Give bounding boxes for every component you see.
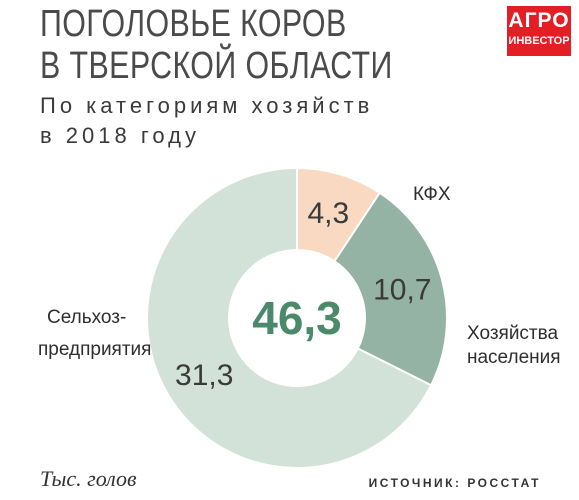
chart-subtitle-line-2: в 2018 году [40,123,200,148]
donut-slice-2 [146,166,433,469]
donut-slice-1 [333,191,448,387]
label-kfh: КФХ [413,184,451,205]
label-agri-line-2: предприятия [38,339,152,360]
logo-line-1: АГРО [508,9,570,32]
donut-value-label-2: 31,3 [175,359,233,392]
agroinvestor-logo: АГРО ИНВЕСТОР [507,6,571,56]
chart-title-line-1: ПОГОЛОВЬЕ КОРОВ [40,3,347,45]
label-households-line-1: Хозяйства [467,323,559,344]
source-note: ИСТОЧНИК: РОССТАТ [368,476,541,490]
label-agri-line-1: Сельхоз- [47,307,127,328]
donut-slices [146,166,448,469]
chart-title-line-2: В ТВЕРСКОЙ ОБЛАСТИ [40,45,393,87]
unit-note: Тыс. голов [40,466,137,491]
chart-subtitle-line-1: По категориям хозяйств [40,93,374,118]
logo-line-2: ИНВЕСТОР [508,35,570,47]
donut-value-label-0: 4,3 [307,197,349,230]
donut-value-label-1: 10,7 [373,273,431,306]
donut-total-label: 46,3 [252,292,342,344]
label-households-line-2: населения [467,347,561,368]
donut-value-labels: 4,3 10,7 31,3 46,3 [175,197,431,392]
